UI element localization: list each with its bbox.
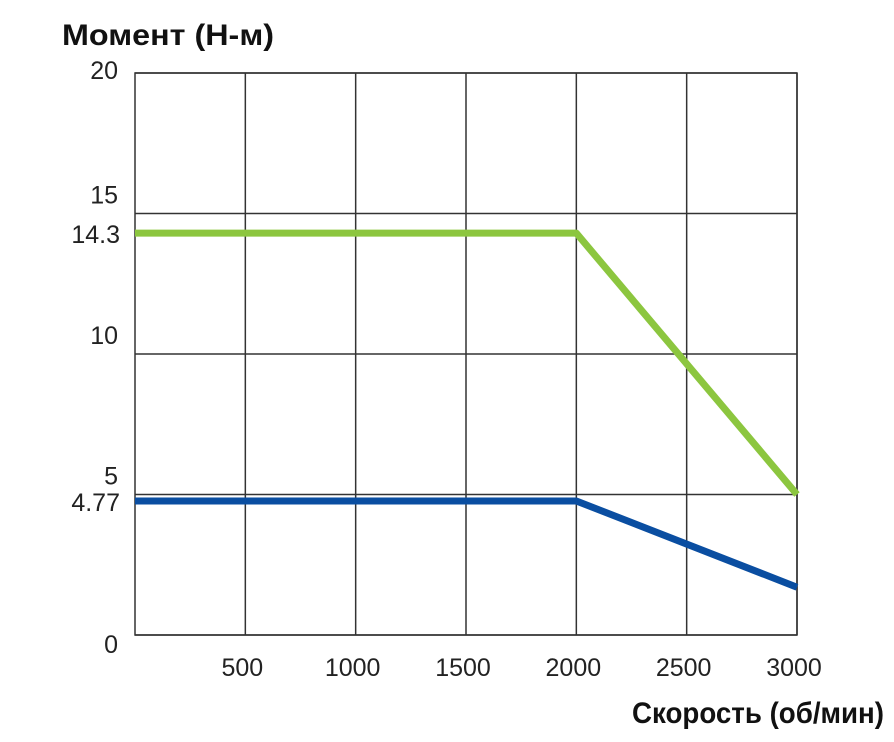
x-tick-label: 1000 [325,654,381,682]
x-tick-label: 2500 [656,654,712,682]
series-line-2 [135,497,799,591]
x-tick-label: 1500 [435,654,491,682]
y-tick-label: 10 [90,322,118,350]
series-line-1 [135,229,800,497]
y-tick-label: 5 [104,463,118,491]
x-tick-label: 500 [221,654,263,682]
y-value-label: 4.77 [71,489,120,517]
grid [134,72,798,636]
y-tick-label: 20 [90,57,118,85]
series-lines [135,229,800,591]
y-axis-title: Момент (Н-м) [62,19,274,52]
x-axis-title: Скорость (об/мин) [632,697,884,730]
x-tick-label: 3000 [766,654,822,682]
y-value-label: 14.3 [71,221,120,249]
x-tick-label: 2000 [546,654,602,682]
y-tick-label: 0 [104,631,118,659]
y-tick-label: 15 [90,182,118,210]
tick-labels: 0 5 10 15 20 14.3 4.77 500 1000 1500 2000 2500 3000 [71,57,821,682]
